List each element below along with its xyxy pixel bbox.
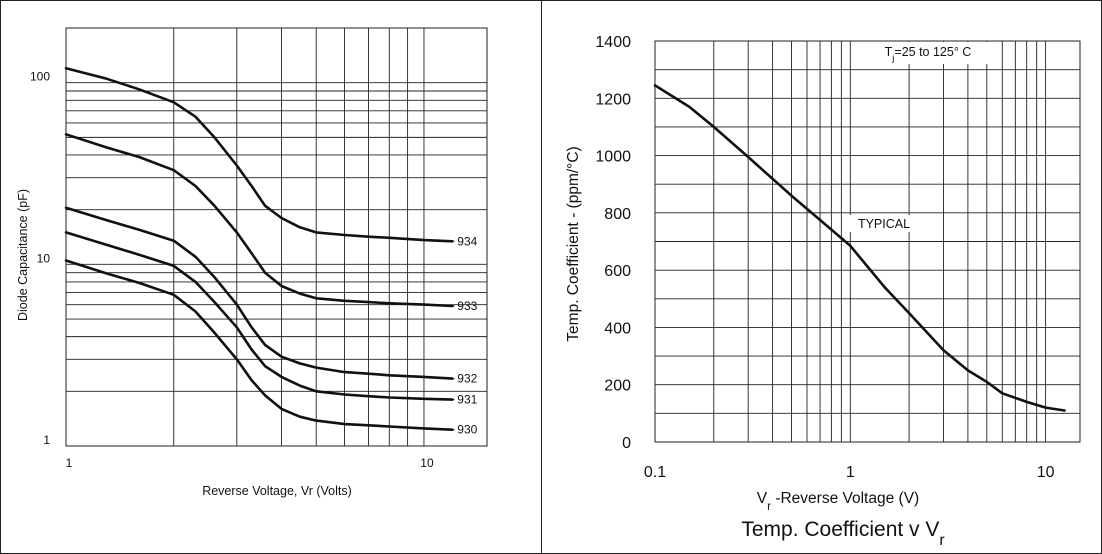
capacitance-series-label-931: 931: [457, 393, 477, 407]
junction-temperature-annotation: Tj=25 to 125° C: [885, 45, 972, 63]
typical-annotation-bg: [848, 215, 920, 232]
capacitance-x-tick-label: 1: [66, 456, 73, 470]
capacitance-y-axis-label: Diode Capacitance (pF): [16, 189, 30, 321]
typical-annotation: TYPICAL: [858, 217, 910, 231]
capacitance-tick-labels: 1 10 1 10 100: [30, 70, 434, 470]
capacitance-plot-frame: [65, 27, 488, 447]
temp-coefficient-y-tick-label: 1000: [595, 149, 631, 166]
capacitance-series-label-930: 930: [457, 423, 477, 437]
capacitance-curves: [64, 67, 454, 432]
capacitance-x-tick-label: 10: [420, 456, 434, 470]
capacitance-y-tick-label: 10: [37, 251, 51, 265]
temp-coefficient-curves: [653, 42, 1066, 412]
temp-coefficient-y-tick-label: 400: [604, 320, 631, 337]
capacitance-series-label-933: 933: [457, 299, 477, 313]
capacitance-y-tick-label: 100: [30, 70, 50, 84]
temp-coefficient-y-tick-label: 0: [622, 435, 631, 452]
capacitance-curve-931: [64, 231, 454, 401]
capacitance-series-labels: 934 933 932 931 930: [452, 234, 478, 437]
capacitance-x-axis-label: Reverse Voltage, Vr (Volts): [202, 484, 352, 498]
capacitance-grid: [65, 27, 488, 447]
junction-temperature-annotation-bg: [858, 42, 998, 64]
capacitance-chart-panel: 1 10 1 10 100 934 933 932 931 930 Reverse Voltag…: [0, 0, 542, 554]
temp-coefficient-title: Temp. Coefficient v Vr: [741, 518, 944, 549]
temp-coefficient-y-tick-label: 1200: [595, 91, 631, 108]
capacitance-y-tick-label: 1: [43, 433, 50, 447]
capacitance-curve-932: [64, 206, 454, 380]
temp-coefficient-y-tick-label: 800: [604, 206, 631, 223]
temp-coefficient-y-tick-label: 1400: [595, 34, 631, 51]
capacitance-curve-930: [64, 259, 454, 432]
temp-coefficient-y-tick-label: 600: [604, 263, 631, 280]
capacitance-series-label-934: 934: [457, 234, 477, 248]
capacitance-curve-933: [64, 133, 454, 308]
temp-coefficient-curve: [653, 84, 1066, 412]
temp-coefficient-tick-labels: 0.1 1 10 0 200 400 600 800 1000 1200 1400: [595, 34, 1054, 481]
temp-coefficient-grid: [654, 40, 1081, 443]
temp-coefficient-y-axis-label: Temp. Coefficient - (ppm/°C): [565, 146, 582, 341]
capacitance-curve-934: [64, 67, 454, 243]
temp-coefficient-x-axis-label: Vr -Reverse Voltage (V): [757, 490, 919, 513]
capacitance-series-label-932: 932: [457, 372, 477, 386]
temp-coefficient-x-tick-label: 1: [846, 464, 855, 481]
temp-coefficient-x-tick-label: 0.1: [644, 464, 666, 481]
temp-coefficient-chart-panel: 0.1 1 10 0 200 400 600 800 1000 1200 1400 Tj=25 to…: [541, 0, 1102, 554]
temp-coefficient-x-tick-label: 10: [1037, 464, 1055, 481]
temp-coefficient-y-tick-label: 200: [604, 378, 631, 395]
